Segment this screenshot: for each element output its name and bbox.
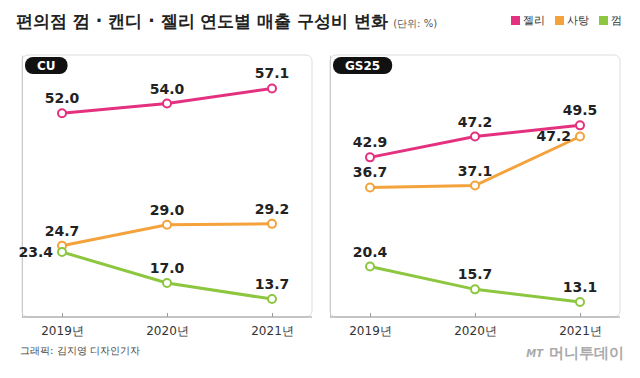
x-tick-mark — [475, 313, 476, 317]
x-tick: 2020년 — [454, 313, 497, 338]
logo: 머니투데이 MT — [526, 344, 624, 362]
panel-title-text: GS25 — [345, 59, 380, 73]
panel-title: CU — [25, 57, 68, 74]
data-label: 57.1 — [255, 65, 290, 81]
x-tick-mark — [62, 313, 63, 317]
x-tick-mark — [167, 313, 168, 317]
x-tick-label: 2019년 — [41, 324, 84, 338]
x-tick-mark — [272, 313, 273, 317]
data-label: 52.0 — [45, 90, 80, 106]
legend-swatch — [511, 16, 520, 25]
legend-item: 사탕 — [555, 14, 589, 27]
credit: 그래픽: 김지영 디자인기자 — [20, 345, 140, 356]
data-label: 49.5 — [563, 102, 598, 118]
panel-title: GS25 — [333, 57, 392, 74]
plot-area — [366, 121, 584, 306]
panel-title-bg — [25, 57, 68, 74]
data-label: 29.2 — [255, 201, 290, 217]
legend-label: 젤리 — [523, 14, 545, 27]
point — [576, 133, 584, 141]
point — [366, 183, 374, 191]
point — [471, 182, 479, 190]
x-tick: 2019년 — [349, 313, 392, 338]
data-label: 47.2 — [536, 128, 571, 144]
legend-label: 껌 — [611, 14, 622, 27]
x-tick: 2019년 — [41, 313, 84, 338]
panel-frame — [330, 55, 620, 317]
data-label: 23.4 — [18, 244, 53, 260]
point — [163, 221, 171, 229]
data-label: 37.1 — [458, 163, 493, 179]
point — [163, 100, 171, 108]
data-label: 29.0 — [150, 202, 185, 218]
point — [576, 298, 584, 306]
legend-label: 사탕 — [567, 14, 589, 27]
chart-root: 편의점 껌 · 캔디 · 젤리 연도별 매출 구성비 변화 (단위: %) 젤리 사탕… — [0, 0, 640, 378]
data-label: 13.1 — [563, 279, 598, 295]
series-line — [62, 252, 272, 299]
y-axis — [330, 56, 331, 318]
x-tick-label: 2019년 — [349, 324, 392, 338]
panel-title-bg — [333, 57, 392, 74]
panel: 2019년 2020년 2021년 CU 52.0 54.0 57.1 24.7 29.0 29.… — [18, 55, 312, 338]
x-tick-label: 2021년 — [251, 324, 294, 338]
data-labels: 52.0 54.0 57.1 24.7 29.0 29.2 23.4 17.0 13.7 — [18, 65, 289, 292]
point — [366, 153, 374, 161]
data-labels: 42.9 47.2 49.5 36.7 37.1 47.2 20.4 15.7 13.1 — [353, 102, 598, 295]
data-label: 20.4 — [353, 244, 388, 260]
point — [366, 263, 374, 271]
series-line — [370, 267, 580, 302]
x-tick-label: 2021년 — [559, 324, 602, 338]
point — [58, 109, 66, 117]
logo-name: 머니투데이 — [549, 344, 624, 362]
legend-item: 젤리 — [511, 14, 545, 27]
panel: 2019년2020년2021년GS2542.947.249.536.737.14… — [330, 55, 620, 338]
subtitle: (단위: %) — [393, 18, 437, 29]
title: 편의점 껌 · 캔디 · 젤리 연도별 매출 구성비 변화 — [16, 11, 388, 31]
data-label: 54.0 — [150, 81, 185, 97]
data-label: 17.0 — [150, 260, 185, 276]
data-label: 36.7 — [353, 164, 388, 180]
x-tick: 2021년 — [251, 313, 294, 338]
data-label: 42.9 — [353, 134, 388, 150]
data-label: 47.2 — [458, 114, 493, 130]
x-tick: 2021년 — [559, 313, 602, 338]
logo-mark: MT — [526, 348, 544, 359]
legend-item: 껌 — [599, 14, 622, 27]
x-tick: 2020년 — [146, 313, 189, 338]
point — [576, 121, 584, 129]
point — [268, 84, 276, 92]
y-axis-line — [22, 56, 23, 318]
background — [0, 0, 640, 378]
point — [58, 248, 66, 256]
x-tick-mark — [580, 313, 581, 317]
legend-swatch — [555, 16, 564, 25]
panel-title-text: CU — [37, 59, 56, 73]
point — [471, 133, 479, 141]
point — [163, 279, 171, 287]
data-label: 13.7 — [255, 276, 290, 292]
legend-swatch — [599, 16, 608, 25]
legend: 젤리 사탕 껌 — [511, 14, 622, 27]
x-tick-mark — [370, 313, 371, 317]
point — [471, 285, 479, 293]
y-axis — [22, 56, 23, 318]
x-axis: 2019년 2020년 2021년 — [330, 313, 620, 338]
x-tick-label: 2020년 — [454, 324, 497, 338]
point — [268, 220, 276, 228]
data-label: 15.7 — [458, 266, 493, 282]
plot-area — [58, 84, 276, 303]
x-tick-label: 2020년 — [146, 324, 189, 338]
panel-frame — [22, 55, 312, 317]
point — [268, 295, 276, 303]
y-axis-line — [330, 56, 331, 318]
x-axis: 2019년 2020년 2021년 — [22, 313, 312, 338]
data-label: 24.7 — [45, 223, 80, 239]
